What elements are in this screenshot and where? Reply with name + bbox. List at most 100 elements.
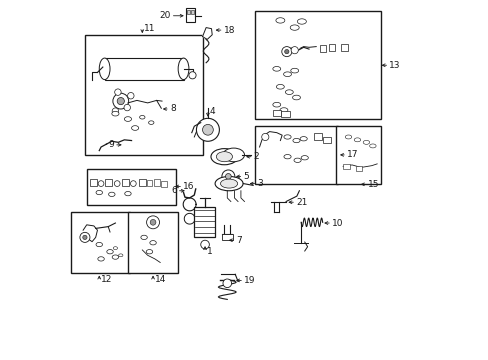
Ellipse shape	[112, 255, 119, 259]
Ellipse shape	[275, 18, 285, 23]
Bar	[314, 134, 321, 140]
Ellipse shape	[301, 156, 308, 160]
Bar	[139, 179, 145, 186]
Circle shape	[127, 93, 134, 99]
Ellipse shape	[293, 158, 301, 162]
Bar	[343, 163, 349, 169]
Ellipse shape	[223, 148, 244, 162]
Ellipse shape	[363, 140, 369, 144]
Bar	[255, 126, 337, 184]
Text: 13: 13	[388, 61, 400, 70]
Ellipse shape	[284, 135, 290, 139]
Text: 10: 10	[331, 219, 343, 228]
Circle shape	[114, 181, 120, 186]
Ellipse shape	[124, 192, 131, 196]
Circle shape	[112, 108, 119, 114]
Ellipse shape	[300, 136, 306, 141]
Text: 1: 1	[206, 247, 212, 256]
Bar	[187, 10, 190, 14]
Ellipse shape	[96, 190, 102, 195]
Text: 17: 17	[346, 150, 358, 159]
Text: 15: 15	[367, 180, 379, 189]
Ellipse shape	[369, 144, 375, 148]
Ellipse shape	[292, 95, 300, 100]
Circle shape	[115, 89, 121, 95]
Ellipse shape	[283, 72, 291, 77]
Bar	[191, 10, 193, 14]
Ellipse shape	[96, 242, 102, 247]
Ellipse shape	[272, 67, 280, 71]
Text: 14: 14	[154, 275, 165, 284]
Ellipse shape	[292, 138, 300, 143]
Ellipse shape	[297, 19, 306, 24]
Bar	[323, 137, 330, 143]
Bar	[272, 110, 281, 116]
Ellipse shape	[215, 176, 243, 191]
Ellipse shape	[119, 254, 122, 257]
Ellipse shape	[210, 149, 237, 165]
Ellipse shape	[290, 25, 299, 30]
Text: 18: 18	[223, 26, 235, 35]
Bar	[328, 44, 335, 51]
Circle shape	[261, 134, 268, 140]
Bar	[146, 180, 152, 186]
Circle shape	[223, 279, 231, 288]
Bar	[85, 35, 203, 155]
Polygon shape	[202, 28, 212, 40]
Ellipse shape	[149, 240, 156, 245]
Text: 7: 7	[236, 236, 242, 245]
Ellipse shape	[113, 247, 117, 249]
Bar	[90, 179, 97, 186]
Ellipse shape	[146, 249, 152, 254]
Bar	[221, 234, 233, 240]
Text: 8: 8	[169, 104, 175, 113]
Circle shape	[201, 240, 209, 249]
Text: 3: 3	[257, 179, 263, 188]
Ellipse shape	[216, 152, 232, 162]
Bar	[185, 8, 194, 22]
Text: 20: 20	[159, 11, 170, 20]
Circle shape	[196, 118, 219, 141]
Text: 16: 16	[183, 182, 194, 191]
Ellipse shape	[139, 116, 144, 119]
Bar	[281, 111, 289, 117]
Text: 2: 2	[253, 152, 259, 161]
Circle shape	[150, 220, 156, 225]
Circle shape	[124, 104, 130, 111]
Bar	[153, 179, 159, 186]
Circle shape	[82, 235, 87, 239]
Ellipse shape	[280, 108, 287, 112]
Bar	[341, 44, 347, 51]
Bar	[335, 126, 380, 184]
Ellipse shape	[131, 126, 139, 130]
Text: 11: 11	[143, 24, 155, 33]
Bar	[194, 207, 215, 237]
Bar	[355, 166, 362, 171]
Circle shape	[98, 181, 104, 186]
Circle shape	[188, 72, 196, 79]
Ellipse shape	[106, 249, 113, 254]
Bar	[128, 212, 178, 273]
Circle shape	[290, 46, 298, 54]
Bar	[104, 58, 183, 80]
Circle shape	[222, 170, 234, 183]
Text: 9: 9	[108, 140, 114, 149]
Ellipse shape	[285, 90, 293, 94]
Ellipse shape	[178, 58, 188, 80]
Ellipse shape	[353, 138, 360, 142]
Ellipse shape	[220, 179, 237, 188]
Circle shape	[146, 216, 159, 229]
Bar	[161, 181, 166, 187]
Ellipse shape	[141, 235, 147, 239]
Ellipse shape	[99, 58, 110, 80]
Ellipse shape	[272, 102, 280, 107]
Circle shape	[113, 93, 128, 109]
Polygon shape	[83, 225, 97, 242]
Circle shape	[281, 46, 291, 57]
Bar	[70, 212, 129, 273]
Text: 19: 19	[244, 276, 255, 285]
Ellipse shape	[108, 192, 115, 197]
Ellipse shape	[345, 135, 351, 139]
Circle shape	[80, 232, 90, 242]
Ellipse shape	[124, 117, 131, 121]
